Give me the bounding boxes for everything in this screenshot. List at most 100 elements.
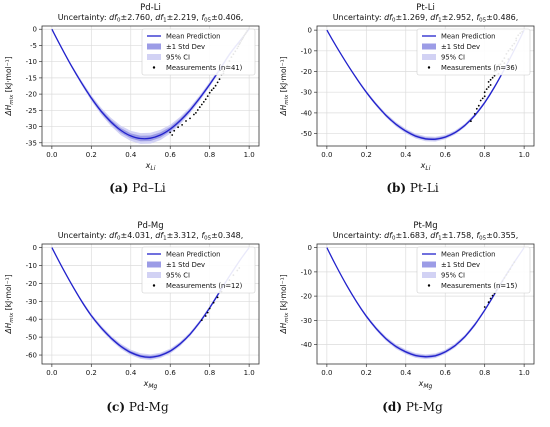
subtitle-part: ±2.952, <box>442 13 477 22</box>
caption-b: (b) Pt-Li <box>275 181 550 195</box>
subtitle-part: df <box>109 231 118 240</box>
measurement-point <box>487 81 490 83</box>
legend-swatch-point <box>427 284 431 287</box>
measurement-point <box>208 91 211 94</box>
legend-swatch-ci <box>147 54 161 60</box>
y-tick-label: -50 <box>301 130 312 138</box>
x-tick-label: 0.6 <box>165 369 177 377</box>
measurement-point <box>208 307 211 310</box>
legend-entry: Measurements (n=41) <box>166 64 243 72</box>
subtitle-part: f <box>476 13 480 22</box>
y-tick-label: 0 <box>33 26 37 34</box>
legend-entry: ±1 Std Dev <box>441 43 480 51</box>
legend-entry: 95% CI <box>166 54 190 62</box>
y-tick-label: 0 <box>33 244 37 252</box>
caption-d-text: Pt-Mg <box>405 400 443 414</box>
caption-b-text: Pt-Li <box>409 181 439 195</box>
plot-frame <box>316 243 535 365</box>
subtitle-part: df <box>155 231 164 240</box>
measurement-point <box>216 296 219 299</box>
x-tick-label: 0.2 <box>86 151 97 159</box>
plot-frame <box>41 243 260 365</box>
subtitle-part: ±0.406, <box>211 13 243 22</box>
x-tick-label: 0.0 <box>46 151 57 159</box>
plot-frame <box>316 25 535 147</box>
measurement-point <box>487 86 490 88</box>
y-tick-label: -10 <box>26 262 37 270</box>
subtitle-part: 05 <box>204 18 211 24</box>
subtitle-part: ±0.348, <box>211 231 243 240</box>
x-axis-label: xMg <box>143 379 158 390</box>
legend-entry: Mean Prediction <box>441 33 495 41</box>
subtitle-part: 05 <box>479 236 486 242</box>
subtitle-part: Uncertainty: <box>58 231 109 240</box>
caption-a-letter: (a) <box>109 181 129 195</box>
subtitle-part: 05 <box>479 18 486 24</box>
y-axis-label-ylabel_sub: mix <box>9 94 15 105</box>
measurement-point <box>198 106 201 108</box>
measurement-point <box>185 120 187 122</box>
chart-subtitle: Uncertainty: df0±1.269, df1±2.952, f05±0… <box>333 13 519 24</box>
measurement-point <box>477 104 480 107</box>
y-axis-label: ΔHmix [kJ·mol⁻¹] <box>279 56 290 116</box>
subtitle-part: 1 <box>163 18 167 24</box>
measurement-point <box>204 98 207 101</box>
subtitle-part: df <box>430 13 439 22</box>
subtitle-part: df <box>155 13 164 22</box>
measurement-point <box>475 107 478 110</box>
x-tick-label: 0.4 <box>400 151 412 159</box>
y-axis-label-ylabel_unit: [kJ·mol⁻¹] <box>279 274 288 312</box>
x-tick-label: 0.8 <box>479 151 490 159</box>
x-tick-label: 1.0 <box>244 151 255 159</box>
chart-title: Pd-Li <box>140 3 161 13</box>
y-tick-label: -5 <box>30 42 37 50</box>
measurement-point <box>171 134 174 136</box>
legend-swatch-std <box>422 261 436 268</box>
subtitle-part: ±1.758, <box>442 231 477 240</box>
measurement-point <box>483 91 486 94</box>
y-tick-label: -40 <box>301 109 312 117</box>
measurement-point <box>491 294 494 297</box>
subtitle-part: Uncertainty: <box>333 231 384 240</box>
y-tick-label: -20 <box>301 293 312 301</box>
y-axis-label-ylabel: ΔH <box>279 322 288 334</box>
legend-entry: Measurements (n=15) <box>441 282 518 290</box>
legend-entry: ±1 Std Dev <box>441 261 480 269</box>
x-tick-label: 0.8 <box>204 151 215 159</box>
measurement-point <box>212 87 215 90</box>
x-tick-label: 0.2 <box>361 151 372 159</box>
y-axis-label-ylabel_sub: mix <box>284 94 290 105</box>
subtitle-part: ±0.355, <box>486 231 518 240</box>
y-tick-label: -35 <box>26 139 37 147</box>
x-tick-label: 0.2 <box>86 369 97 377</box>
y-tick-label: -30 <box>26 298 37 306</box>
measurement-point <box>177 126 180 129</box>
legend-swatch-point <box>427 66 431 69</box>
chart-title: Pt-Li <box>416 3 435 13</box>
measurement-point <box>173 129 176 132</box>
y-tick-label: -20 <box>301 68 312 76</box>
subtitle-part: 0 <box>392 236 396 242</box>
measurement-point <box>473 113 476 115</box>
ci-band <box>51 29 250 144</box>
measurement-point <box>204 315 207 317</box>
measurement-point <box>181 124 184 126</box>
y-tick-label: -10 <box>301 268 312 276</box>
subtitle-part: 1 <box>163 236 167 242</box>
caption-a: (a) Pd–Li <box>0 181 275 195</box>
x-axis-label-main: x <box>143 379 149 388</box>
measurement-point <box>491 76 494 79</box>
caption-b-letter: (b) <box>386 181 407 195</box>
measurement-point <box>214 84 217 87</box>
y-axis-label-ylabel_unit: [kJ·mol⁻¹] <box>279 56 288 94</box>
x-tick-label: 0.0 <box>321 151 332 159</box>
measurement-point <box>218 78 221 81</box>
x-tick-label: 0.8 <box>479 369 490 377</box>
measurement-point <box>479 99 482 102</box>
subtitle-part: Uncertainty: <box>58 13 109 22</box>
measurement-point <box>216 81 219 84</box>
legend-entry: Mean Prediction <box>441 251 495 259</box>
